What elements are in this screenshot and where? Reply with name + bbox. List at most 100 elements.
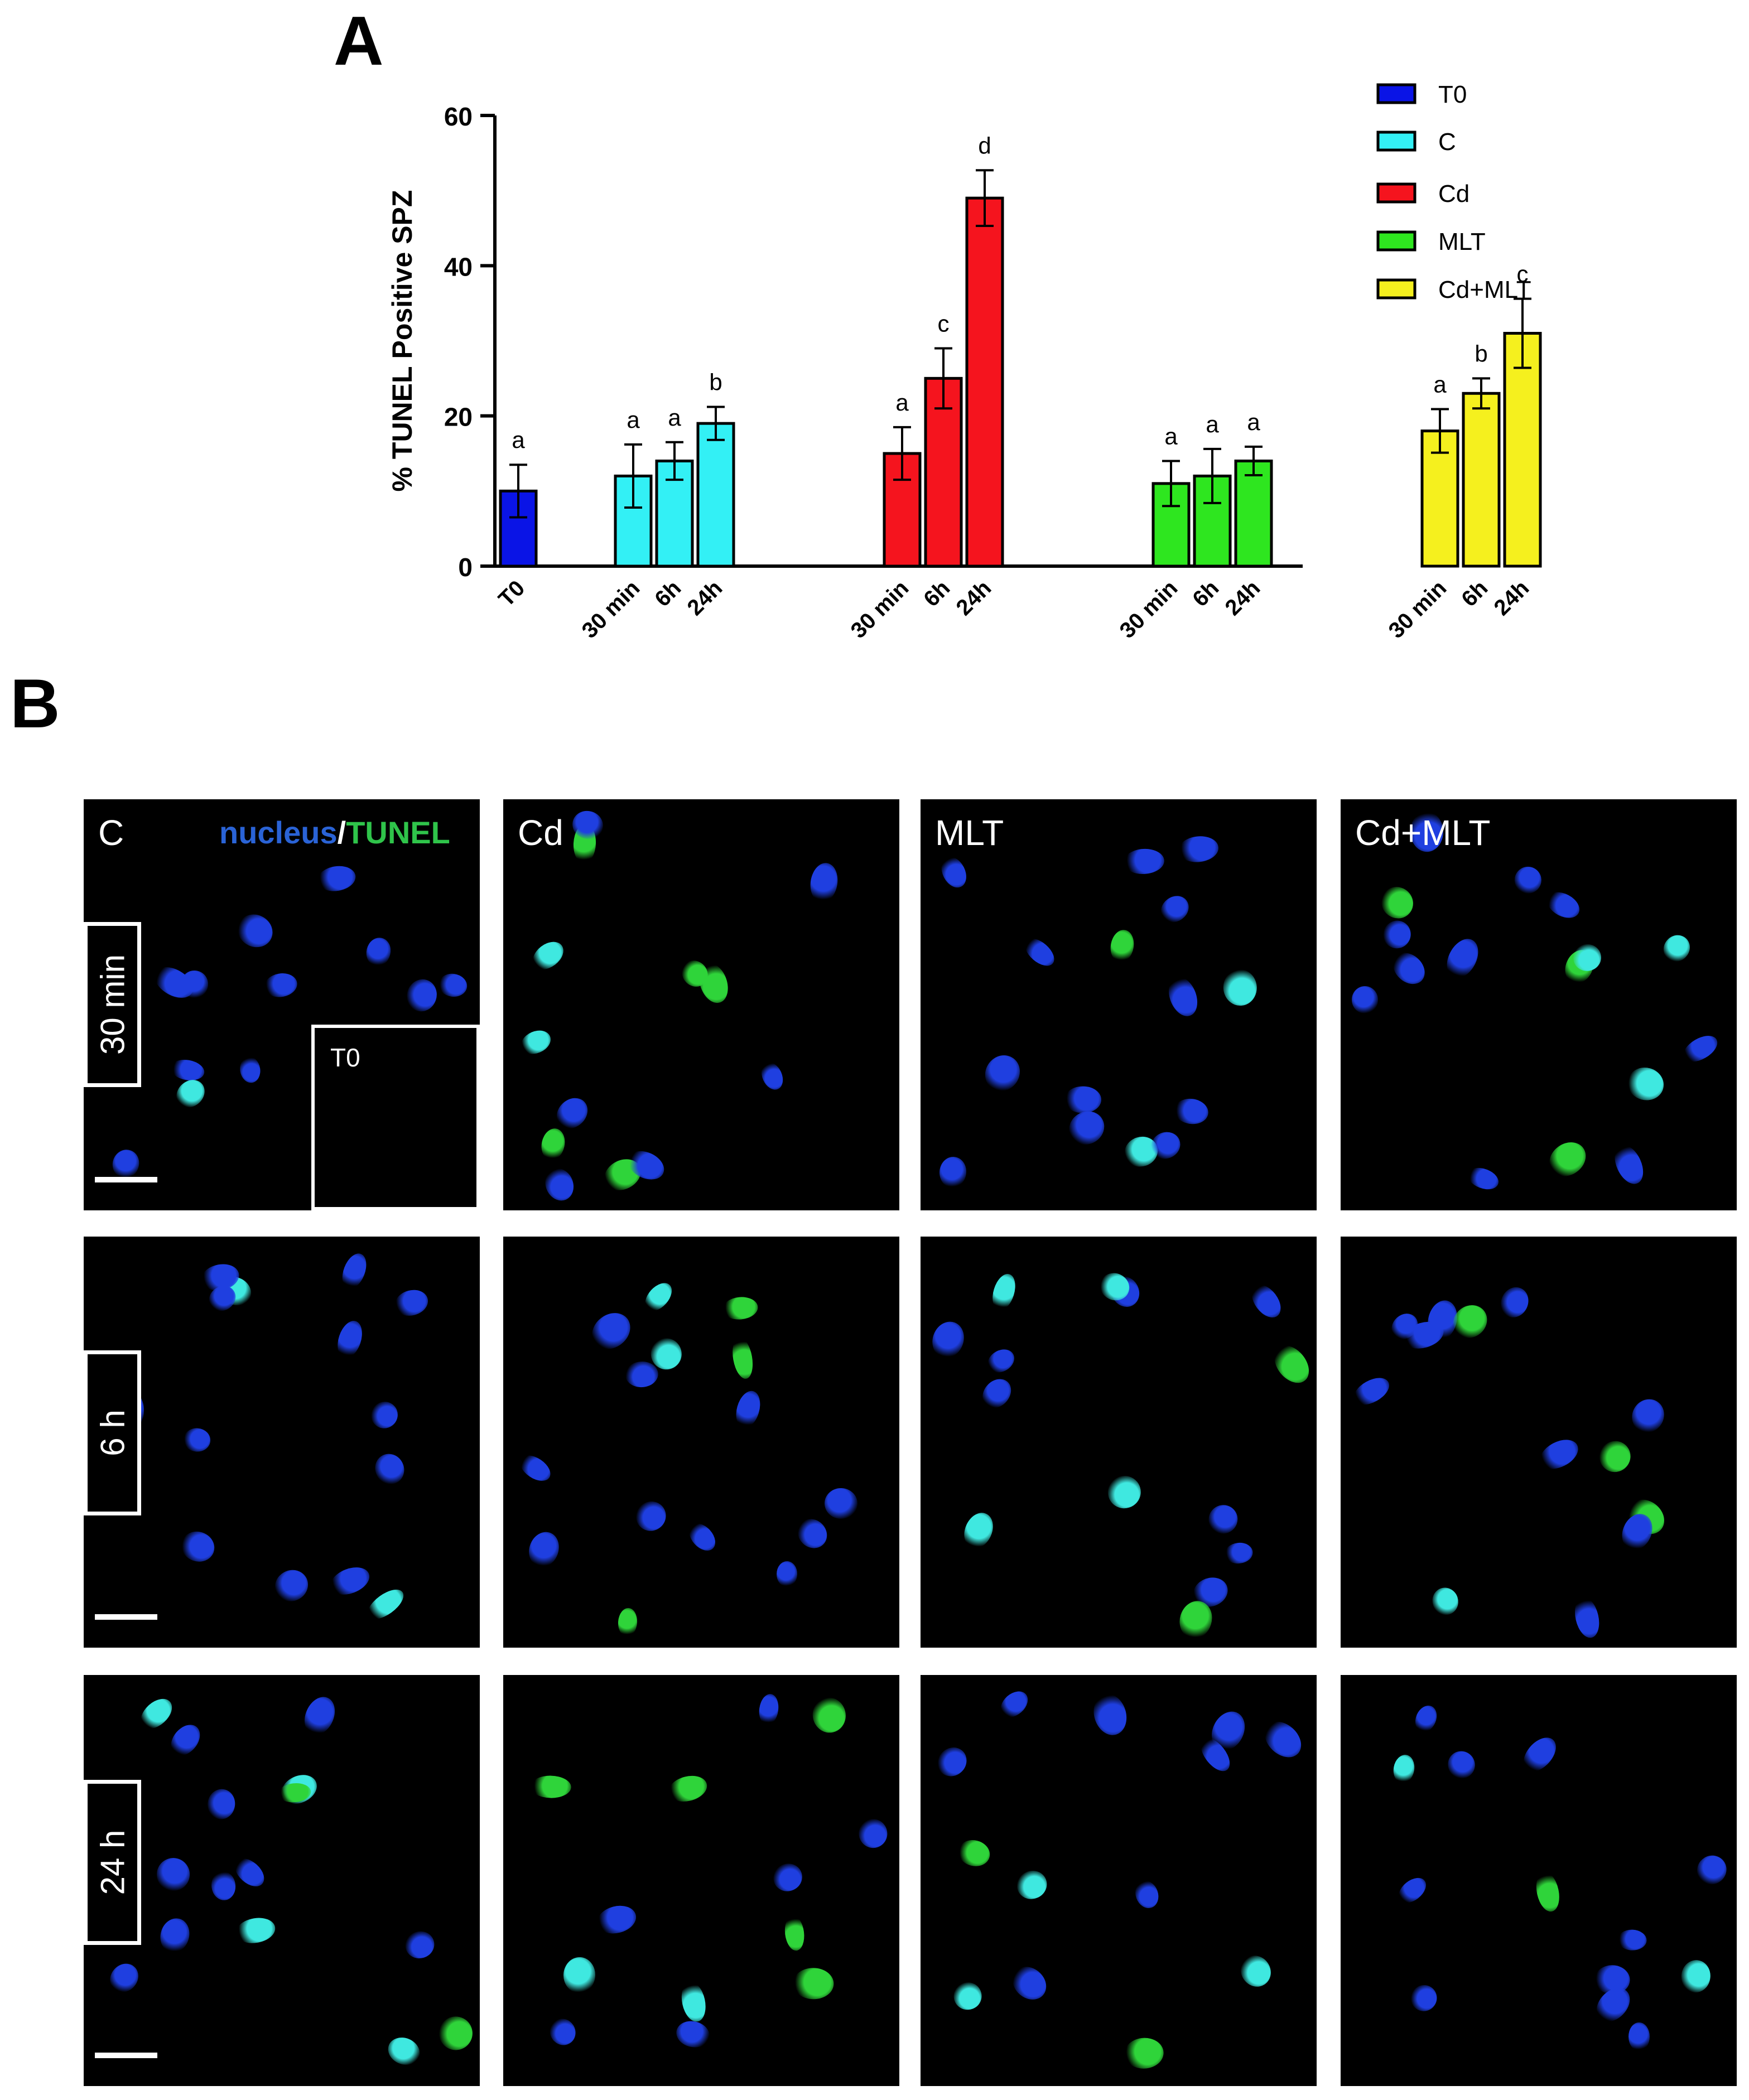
sperm-nucleus — [1064, 1086, 1101, 1113]
sperm-nucleus — [624, 1360, 659, 1388]
sperm-nucleus — [156, 1915, 194, 1956]
sperm-nucleus — [684, 1518, 721, 1556]
x-tick-label: 24h — [683, 576, 727, 620]
sperm-nucleus — [238, 1055, 262, 1084]
x-tick-label: 6h — [650, 576, 686, 611]
x-tick-label: 24h — [1490, 576, 1534, 620]
legend-label: MLT — [1438, 228, 1486, 255]
sperm-nucleus — [1571, 1595, 1603, 1640]
y-tick-label: 60 — [444, 102, 473, 131]
bar — [965, 196, 1004, 568]
sperm-nucleus — [135, 1693, 177, 1735]
significance-letter: b — [709, 369, 722, 395]
significance-letter: a — [1164, 423, 1178, 449]
significance-letter: c — [938, 310, 950, 336]
sperm-nucleus — [232, 908, 278, 953]
sperm-nucleus — [538, 1126, 568, 1162]
sperm-nucleus — [337, 1250, 370, 1292]
significance-letter: d — [978, 132, 991, 158]
sperm-nucleus — [1352, 986, 1378, 1013]
sperm-nucleus — [1006, 1960, 1053, 2006]
sperm-nucleus — [1543, 887, 1584, 924]
sperm-nucleus — [1108, 928, 1136, 964]
sperm-nucleus — [104, 1958, 144, 1998]
sperm-nucleus — [927, 1317, 970, 1363]
time-point-label: 30 min — [84, 922, 141, 1087]
sperm-nucleus — [316, 863, 358, 894]
sperm-nucleus — [545, 2014, 581, 2050]
micrograph-panel: C 30 min nucleus/TUNEL T0 — [84, 799, 480, 1210]
sperm-nucleus — [1543, 1135, 1593, 1183]
micrograph-panel — [503, 1237, 899, 1648]
inset-label: T0 — [330, 1043, 360, 1072]
sperm-nucleus — [209, 1870, 238, 1902]
sperm-nucleus — [384, 2033, 424, 2069]
sperm-nucleus — [270, 1565, 314, 1607]
bar — [1503, 332, 1542, 568]
sperm-nucleus — [1203, 1500, 1243, 1539]
legend-swatch — [1376, 278, 1416, 300]
sperm-nucleus — [1533, 1870, 1563, 1914]
sperm-nucleus — [165, 1718, 206, 1761]
stain-tunel-label: TUNEL — [346, 815, 450, 850]
sperm-nucleus — [732, 1388, 764, 1431]
sperm-nucleus — [792, 1513, 833, 1555]
significance-letter: a — [1433, 371, 1447, 398]
sperm-nucleus — [1391, 1753, 1416, 1785]
sperm-nucleus — [171, 1074, 211, 1113]
sperm-nucleus — [807, 861, 841, 905]
sperm-nucleus — [1257, 1715, 1308, 1765]
sperm-nucleus — [402, 1928, 437, 1962]
micrograph-panel: MLT — [921, 799, 1317, 1210]
stain-legend: nucleus/TUNEL — [219, 817, 450, 848]
sperm-nucleus — [1626, 1393, 1671, 1439]
sperm-nucleus — [1122, 848, 1165, 875]
sperm-nucleus — [758, 1059, 787, 1093]
y-tick-label: 20 — [444, 403, 473, 432]
sperm-nucleus — [937, 1155, 968, 1189]
sperm-nucleus — [1624, 1063, 1668, 1104]
y-tick-label: 0 — [458, 553, 473, 582]
inset-panel: T0 — [311, 1025, 480, 1210]
sperm-nucleus — [1124, 2036, 1165, 2070]
micrograph-panel: Cd+MLT — [1341, 799, 1737, 1210]
column-label: Cd — [518, 813, 563, 853]
sperm-nucleus — [1267, 1339, 1316, 1390]
sperm-nucleus — [1020, 933, 1059, 971]
sperm-nucleus — [432, 2010, 479, 2057]
sperm-nucleus — [1224, 1541, 1254, 1565]
sperm-nucleus — [1104, 1471, 1145, 1513]
legend-label: C — [1438, 128, 1456, 156]
sperm-nucleus — [1246, 1279, 1287, 1323]
x-tick-label: 6h — [1188, 576, 1223, 611]
sperm-nucleus — [673, 2017, 712, 2051]
significance-letter: a — [895, 389, 909, 416]
sperm-nucleus — [996, 1686, 1033, 1722]
significance-letter: b — [1475, 340, 1487, 366]
sperm-nucleus — [562, 1956, 596, 1995]
legend-swatch — [1376, 83, 1416, 104]
significance-letter: a — [512, 427, 525, 453]
sperm-nucleus — [363, 935, 393, 968]
sperm-nucleus — [1411, 1702, 1441, 1735]
time-point-text: 6 h — [94, 1409, 131, 1456]
sperm-nucleus — [299, 1692, 341, 1740]
sperm-nucleus — [392, 1286, 431, 1320]
sperm-nucleus — [855, 1815, 891, 1852]
sperm-nucleus — [1088, 1689, 1132, 1739]
scale-bar — [95, 1614, 157, 1620]
scale-bar — [95, 1177, 157, 1182]
legend-label: T0 — [1438, 81, 1467, 108]
micrograph-panel — [921, 1237, 1317, 1648]
sperm-nucleus — [1442, 1745, 1481, 1784]
sperm-nucleus — [984, 1345, 1019, 1378]
sperm-nucleus — [1628, 2022, 1650, 2051]
sperm-nucleus — [1349, 1372, 1394, 1410]
x-tick-label: 6h — [1457, 576, 1492, 611]
sperm-nucleus — [630, 1495, 672, 1537]
sperm-nucleus — [976, 1373, 1017, 1415]
sperm-nucleus — [234, 1914, 277, 1947]
sperm-nucleus — [1496, 1283, 1534, 1322]
sperm-nucleus — [1465, 1164, 1502, 1194]
bar — [924, 376, 963, 568]
